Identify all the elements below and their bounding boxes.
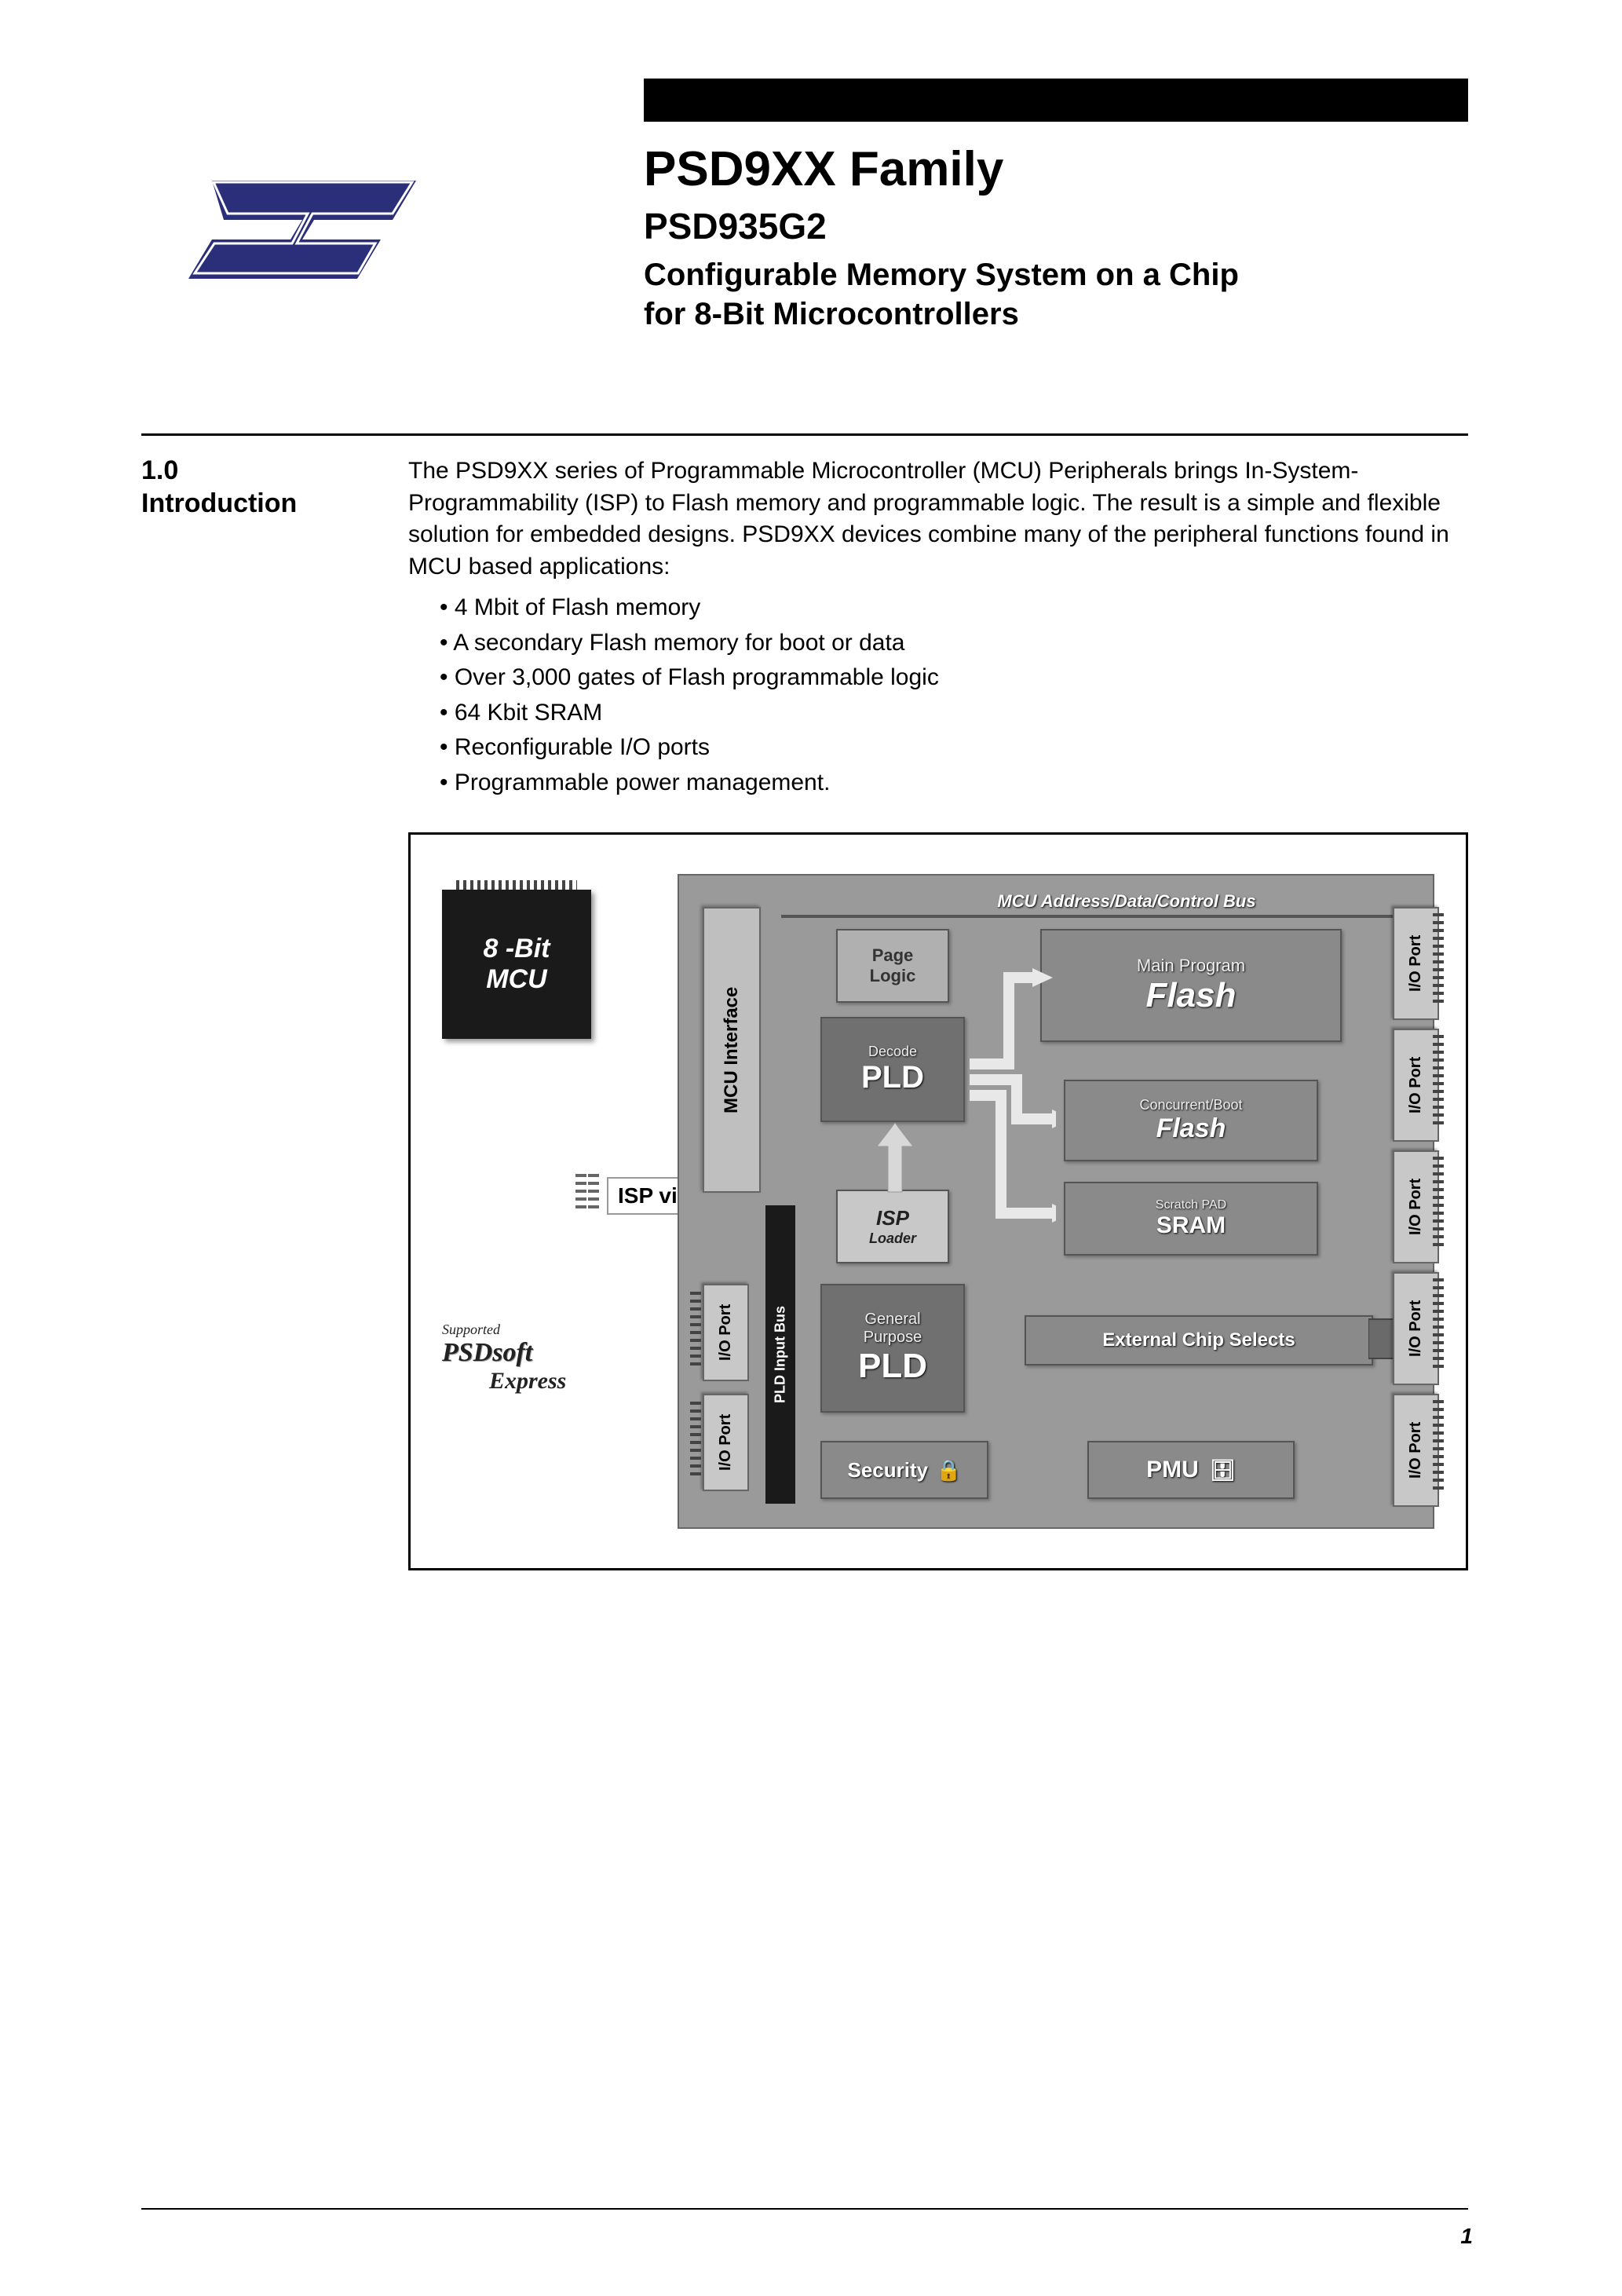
loader-label: Loader — [869, 1230, 916, 1247]
psd-main-block: MCU Address/Data/Control Bus MCU Interfa… — [678, 874, 1434, 1529]
bullet: Over 3,000 gates of Flash programmable l… — [440, 662, 1468, 694]
footer-rule — [141, 2208, 1468, 2210]
header-black-bar — [644, 79, 1468, 122]
arrow-icon — [875, 1123, 915, 1194]
pld-label: PLD — [858, 1347, 927, 1386]
io-pins — [690, 1402, 701, 1480]
pmu-label: PMU — [1146, 1457, 1199, 1483]
ext-chip-selects-box: External Chip Selects — [1025, 1315, 1373, 1366]
datasheet-page: PSD9XX Family PSD935G2 Configurable Memo… — [0, 0, 1622, 2296]
gp-pld-box: General Purpose PLD — [820, 1284, 965, 1413]
bullet: Programmable power management. — [440, 767, 1468, 799]
bullet: 64 Kbit SRAM — [440, 697, 1468, 729]
psdsoft-express-logo: Supported PSDsoft Express — [442, 1322, 623, 1416]
mcu-label: 8 -Bit MCU — [484, 934, 550, 995]
intro-paragraph: The PSD9XX series of Programmable Microc… — [408, 455, 1468, 583]
bus-label: MCU Address/Data/Control Bus — [899, 891, 1354, 912]
bus-line — [781, 915, 1409, 918]
title-block: PSD9XX Family PSD935G2 Configurable Memo… — [644, 141, 1429, 334]
io-pins — [690, 1292, 701, 1370]
section-title: Introduction — [141, 488, 297, 519]
subtitle-1: Configurable Memory System on a Chip — [644, 255, 1429, 294]
supported-label: Supported — [442, 1322, 623, 1338]
sram-label: SRAM — [1156, 1212, 1226, 1239]
security-label: Security — [848, 1458, 929, 1483]
section-rule — [141, 433, 1468, 436]
io-port-box: I/O Port — [703, 1394, 749, 1491]
page-logic-box: Page Logic — [836, 929, 949, 1003]
psdsoft-label: PSDsoft — [442, 1338, 623, 1368]
block-diagram: 8 -Bit MCU ISP via JTAG Supported PSDsof… — [408, 832, 1468, 1570]
bullet: 4 Mbit of Flash memory — [440, 592, 1468, 624]
main-flash-box: Main Program Flash — [1040, 929, 1342, 1042]
pld-label: PLD — [861, 1060, 924, 1095]
body-text: The PSD9XX series of Programmable Microc… — [408, 455, 1468, 802]
mcu-interface-box: MCU Interface — [703, 907, 761, 1193]
io-pins — [1433, 913, 1444, 1007]
jtag-pins — [588, 1174, 599, 1213]
pmu-box: PMU 🗄 — [1087, 1441, 1295, 1499]
section-number: 1.0 — [141, 455, 178, 486]
io-pins — [1433, 1400, 1444, 1494]
gp-label: General Purpose — [864, 1311, 922, 1347]
boot-flash-box: Concurrent/Boot Flash — [1064, 1080, 1318, 1161]
io-port-box: I/O Port — [703, 1284, 749, 1381]
io-pins — [1433, 1157, 1444, 1251]
concurrent-boot-label: Concurrent/Boot — [1139, 1097, 1242, 1113]
security-box: Security 🔒 — [820, 1441, 988, 1499]
decode-label: Decode — [868, 1044, 917, 1060]
chip-pins — [456, 880, 577, 890]
connector-arrows — [962, 954, 1056, 1252]
part-number: PSD935G2 — [644, 205, 1429, 247]
jtag-pins — [575, 1174, 586, 1213]
flash-label: Flash — [1156, 1113, 1226, 1144]
lock-icon: 🔒 — [936, 1458, 961, 1483]
isp-label: ISP — [876, 1206, 909, 1230]
isp-loader-box: ISP Loader — [836, 1190, 949, 1263]
io-pins — [1433, 1035, 1444, 1129]
io-pins — [1433, 1278, 1444, 1373]
family-title: PSD9XX Family — [644, 141, 1429, 197]
main-program-label: Main Program — [1137, 956, 1245, 976]
database-icon: 🗄 — [1210, 1458, 1236, 1483]
decode-pld-box: Decode PLD — [820, 1017, 965, 1122]
bullet: Reconfigurable I/O ports — [440, 732, 1468, 764]
pld-input-bus: PLD Input Bus — [765, 1205, 795, 1504]
sram-box: Scratch PAD SRAM — [1064, 1182, 1318, 1256]
page-number: 1 — [1460, 2224, 1473, 2249]
bullet: A secondary Flash memory for boot or dat… — [440, 627, 1468, 660]
st-logo — [173, 165, 440, 291]
scratchpad-label: Scratch PAD — [1156, 1198, 1226, 1212]
flash-label: Flash — [1146, 976, 1237, 1015]
subtitle-2: for 8-Bit Microcontrollers — [644, 294, 1429, 334]
bullet-list: 4 Mbit of Flash memory A secondary Flash… — [408, 592, 1468, 799]
mcu-chip: 8 -Bit MCU — [442, 890, 591, 1039]
express-label: Express — [489, 1368, 623, 1395]
